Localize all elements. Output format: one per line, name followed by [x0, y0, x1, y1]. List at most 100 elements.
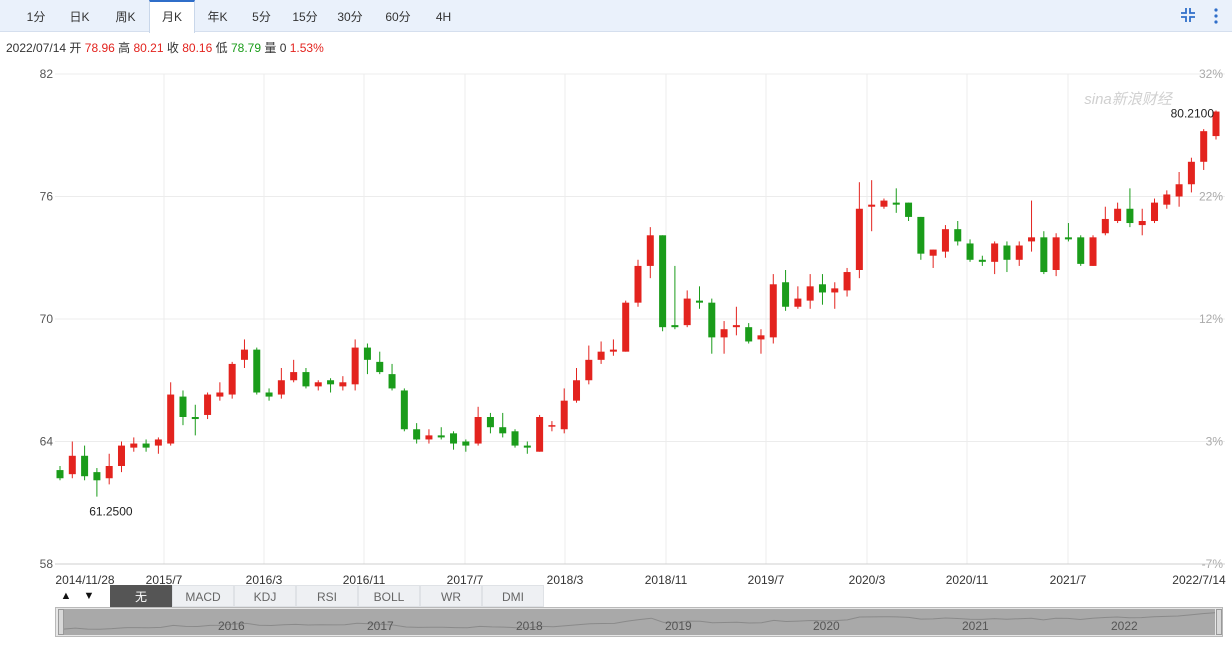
candle-body	[81, 455, 89, 477]
close-label: 收	[166, 41, 179, 55]
candle-body	[1200, 131, 1208, 162]
candle-body	[56, 470, 64, 479]
candle-body	[339, 382, 347, 387]
candle-body	[720, 329, 728, 338]
candlestick-chart[interactable]: 82 32%76 22%70 12%64 3%58 -7%2014/11/28 2015/7…	[0, 60, 1232, 585]
tab-5[interactable]: 年K	[207, 10, 228, 24]
candle-body	[560, 400, 568, 430]
low-label: 低	[215, 41, 228, 55]
navigator-year-label: 2021	[962, 619, 989, 633]
indicator-tab-0[interactable]: 无	[110, 585, 172, 607]
x-tick-label: 2018/11	[645, 573, 688, 585]
candle-body	[954, 229, 962, 242]
candle-body	[376, 361, 384, 373]
x-tick-label: 2016/3	[246, 573, 283, 585]
y-tick-label: 58	[40, 557, 54, 571]
scroll-down-button[interactable]: ▼	[78, 585, 100, 607]
navigator-year-label: 2019	[665, 619, 692, 633]
candle-body	[536, 417, 544, 452]
navigator-year-label: 2018	[516, 619, 543, 633]
candle-body	[978, 259, 986, 262]
compress-icon[interactable]	[1180, 7, 1196, 23]
candle-body	[757, 335, 765, 340]
y-tick-label: 82	[40, 67, 54, 81]
right-tick-label: 32%	[1199, 67, 1223, 81]
navigator-selection[interactable]	[63, 609, 1215, 635]
candle-body	[191, 417, 199, 420]
candle-body	[511, 431, 519, 446]
tab-3[interactable]: 周K	[115, 10, 136, 24]
volume-value: 0	[279, 41, 287, 55]
candle-body	[68, 455, 76, 475]
candle-body	[265, 392, 273, 397]
tab-8[interactable]: 30分	[337, 10, 363, 24]
candle-body	[831, 288, 839, 293]
tab-9[interactable]: 60分	[385, 10, 411, 24]
candle-body	[327, 380, 335, 385]
candle-body	[1151, 202, 1159, 221]
navigator-series-line	[63, 612, 1215, 630]
candle-body	[1126, 208, 1134, 224]
indicator-tab-3[interactable]: RSI	[296, 585, 358, 607]
scroll-up-button[interactable]: ▲	[55, 585, 77, 607]
candle-body	[671, 325, 679, 328]
candle-body	[437, 435, 445, 438]
indicator-tab-5[interactable]: WR	[420, 585, 482, 607]
navigator-year-label: 2016	[218, 619, 245, 633]
tab-2[interactable]: 日K	[69, 10, 90, 24]
candle-body	[1052, 237, 1060, 270]
right-tick-label: 22%	[1199, 190, 1223, 204]
navigator-year-label: 2020	[813, 619, 840, 633]
candle-body	[1089, 237, 1097, 266]
candle-body	[302, 372, 310, 387]
candle-body	[253, 349, 261, 393]
candle-body	[1101, 218, 1109, 234]
candle-body	[277, 380, 285, 395]
candle-body	[167, 394, 175, 444]
navigator-year-label: 2022	[1111, 619, 1138, 633]
candle-body	[843, 272, 851, 291]
tab-6[interactable]: 5分	[252, 10, 271, 24]
volume-label: 量	[264, 41, 277, 55]
x-tick-label: 2017/7	[447, 573, 484, 585]
candle-body	[1138, 221, 1146, 226]
candle-body	[1212, 111, 1220, 137]
indicator-tab-2[interactable]: KDJ	[234, 585, 296, 607]
navigator-right-handle[interactable]	[1216, 609, 1222, 635]
time-navigator[interactable]: 2016 2017 2018 2019 2020 2021 2022	[55, 607, 1223, 637]
candle-body	[597, 351, 605, 360]
candle-body	[474, 417, 482, 444]
candle-body	[892, 202, 900, 205]
tab-7[interactable]: 15分	[292, 10, 318, 24]
indicator-tab-1[interactable]: MACD	[172, 585, 234, 607]
ohlc-info-line: 2022/07/14 开 78.96 高 80.21 收 80.16 低 78.…	[6, 39, 324, 56]
tab-1[interactable]: 1分	[26, 10, 46, 24]
candle-body	[745, 327, 753, 342]
y-tick-label: 70	[40, 312, 54, 326]
candle-body	[240, 349, 248, 360]
candle-body	[905, 202, 913, 217]
tab-10[interactable]: 4H	[435, 10, 452, 24]
candle-body	[818, 284, 826, 293]
open-value: 78.96	[84, 41, 115, 55]
tab-4[interactable]: 月K	[149, 0, 195, 33]
candle-body	[683, 298, 691, 326]
x-tick-label: 2022/7/14	[1172, 573, 1226, 585]
candle-body	[425, 435, 433, 440]
candle-body	[363, 347, 371, 360]
x-tick-label: 2018/3	[547, 573, 584, 585]
candle-body	[1064, 237, 1072, 240]
candle-body	[794, 298, 802, 307]
info-date: 2022/07/14	[6, 41, 67, 55]
indicator-tab-4[interactable]: BOLL	[358, 585, 420, 607]
indicator-tab-6[interactable]: DMI	[482, 585, 544, 607]
low-value: 78.79	[230, 41, 261, 55]
candle-body	[573, 380, 581, 401]
navigator-left-handle[interactable]	[58, 609, 64, 635]
candle-body	[142, 443, 150, 448]
candle-body	[1077, 237, 1085, 264]
more-vertical-icon[interactable]	[1213, 6, 1219, 26]
x-tick-label: 2020/3	[849, 573, 886, 585]
x-tick-label: 2019/7	[748, 573, 785, 585]
candle-body	[1187, 161, 1195, 185]
